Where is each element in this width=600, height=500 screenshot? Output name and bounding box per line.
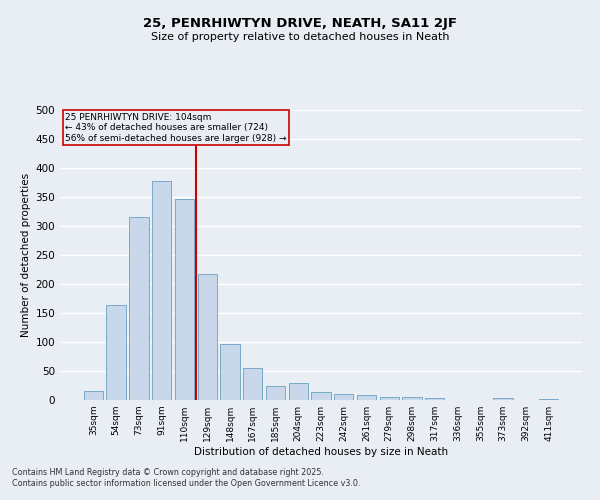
Bar — [197, 274, 217, 400]
Text: Contains HM Land Registry data © Crown copyright and database right 2025.
Contai: Contains HM Land Registry data © Crown c… — [12, 468, 361, 487]
Bar — [129, 216, 149, 400]
X-axis label: Distribution of detached houses by size in Neath: Distribution of detached houses by size … — [194, 447, 448, 457]
Bar — [403, 397, 422, 400]
Text: 25 PENRHIWTYN DRIVE: 104sqm
← 43% of detached houses are smaller (724)
56% of se: 25 PENRHIWTYN DRIVE: 104sqm ← 43% of det… — [65, 113, 287, 142]
Y-axis label: Number of detached properties: Number of detached properties — [21, 173, 31, 337]
Bar — [220, 344, 239, 400]
Bar — [243, 368, 262, 400]
Bar — [289, 383, 308, 400]
Bar — [311, 392, 331, 400]
Bar — [106, 305, 126, 400]
Bar — [493, 398, 513, 400]
Bar — [380, 396, 399, 400]
Bar — [152, 181, 172, 400]
Bar — [357, 395, 376, 400]
Bar — [175, 198, 194, 400]
Text: 25, PENRHIWTYN DRIVE, NEATH, SA11 2JF: 25, PENRHIWTYN DRIVE, NEATH, SA11 2JF — [143, 18, 457, 30]
Bar — [266, 386, 285, 400]
Bar — [84, 390, 103, 400]
Bar — [334, 394, 353, 400]
Text: Size of property relative to detached houses in Neath: Size of property relative to detached ho… — [151, 32, 449, 42]
Bar — [425, 398, 445, 400]
